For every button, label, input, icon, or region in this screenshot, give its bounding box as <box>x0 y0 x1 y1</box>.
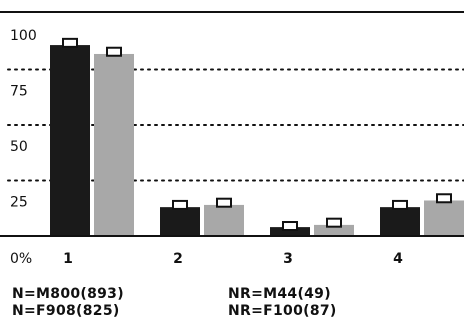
bar-chart: 0% 25 50 75 100 1 2 3 4 <box>0 11 464 267</box>
bar-s2-cat-3 <box>314 224 354 236</box>
footnote-nr-female: NR=F100(87) <box>228 303 337 319</box>
bar-s2-cat-1 <box>94 53 134 237</box>
bar-s1-cat-4 <box>380 207 420 236</box>
marker-s1-cat-2 <box>172 199 188 210</box>
y-tick-label-100: 100 <box>10 28 37 44</box>
footnote-n-male: N=M800(893) <box>12 286 124 302</box>
bar-s1-cat-3 <box>270 227 310 236</box>
x-tick-label-1: 1 <box>63 251 73 267</box>
marker-s1-cat-3 <box>282 221 298 232</box>
footnote-n-female: N=F908(825) <box>12 303 120 319</box>
x-tick-label-3: 3 <box>283 251 293 267</box>
y-tick-label-75: 75 <box>10 84 28 100</box>
y-tick-label-25: 25 <box>10 195 28 211</box>
bar-s1-cat-2 <box>160 207 200 236</box>
y-tick-label-50: 50 <box>10 139 28 155</box>
marker-s2-cat-1 <box>106 46 122 57</box>
footnote-nr-male: NR=M44(49) <box>228 286 331 302</box>
bar-s2-cat-4 <box>424 200 464 236</box>
x-tick-label-2: 2 <box>173 251 183 267</box>
marker-s2-cat-3 <box>326 217 342 228</box>
bar-s1-cat-1 <box>50 45 90 236</box>
x-tick-label-4: 4 <box>393 251 403 267</box>
bar-s2-cat-2 <box>204 204 244 236</box>
marker-s2-cat-4 <box>436 193 452 204</box>
marker-s1-cat-1 <box>62 37 78 48</box>
y-tick-label-0: 0% <box>10 251 32 267</box>
marker-s2-cat-2 <box>216 197 232 208</box>
marker-s1-cat-4 <box>392 199 408 210</box>
